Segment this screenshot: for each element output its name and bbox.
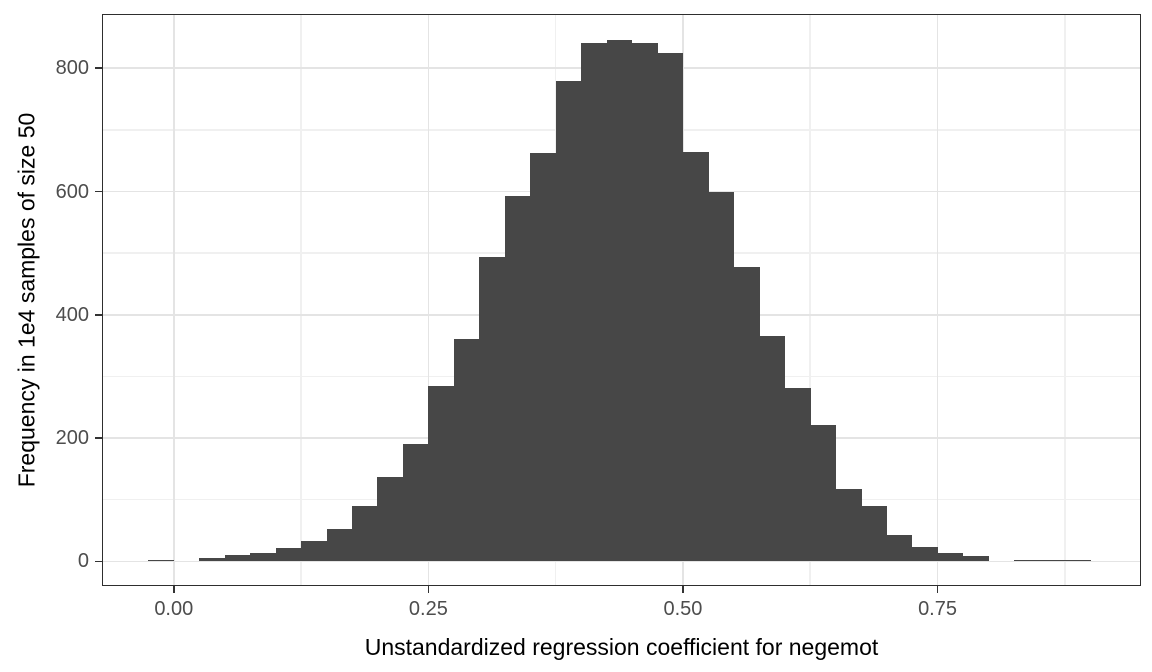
histogram-bar (606, 39, 633, 562)
histogram-bar (250, 552, 276, 562)
minor-gridline-x (300, 14, 302, 586)
histogram-bar (682, 152, 709, 562)
y-tick-label: 400 (55, 303, 89, 326)
x-axis-title: Unstandardized regression coefficient fo… (364, 634, 879, 660)
histogram-bar (148, 560, 175, 562)
histogram-bar (632, 42, 658, 562)
histogram-bar (861, 506, 887, 562)
y-tick-mark (95, 67, 102, 69)
y-tick-label: 0 (77, 550, 89, 573)
histogram-bar (555, 80, 582, 562)
y-tick-mark (95, 437, 102, 439)
histogram-bar (912, 546, 938, 562)
x-tick-label: 0.75 (918, 598, 957, 620)
y-tick-mark (95, 560, 102, 563)
histogram-bar (962, 556, 989, 562)
histogram-bar (275, 548, 302, 562)
histogram-bar (810, 424, 837, 562)
major-gridline-y (102, 560, 1141, 563)
histogram-bar (199, 558, 226, 562)
histogram-bar (301, 541, 327, 562)
y-tick-label: 600 (55, 180, 89, 203)
histogram-bar (428, 385, 455, 562)
x-tick-mark (427, 586, 430, 593)
histogram-bar (937, 553, 964, 562)
x-tick-label: 0.00 (154, 598, 194, 620)
histogram-bar (657, 53, 684, 562)
histogram-bar (377, 476, 404, 562)
x-tick-mark (173, 586, 175, 593)
y-tick-mark (95, 190, 102, 193)
minor-gridline-x (809, 14, 811, 586)
histogram-bar (453, 339, 480, 562)
histogram-bar (351, 505, 378, 562)
histogram-bar (479, 257, 506, 562)
major-gridline-x (936, 14, 939, 586)
histogram-bar (759, 336, 786, 562)
histogram-bar (326, 529, 353, 562)
histogram-bar (708, 191, 735, 562)
major-gridline-x (427, 14, 430, 586)
x-tick-label: 0.50 (663, 598, 703, 620)
histogram-bar (784, 388, 811, 562)
x-tick-mark (682, 586, 684, 593)
plot-panel (102, 14, 1141, 586)
histogram-bar (886, 534, 913, 562)
histogram-bar (504, 195, 531, 562)
histogram-bar (224, 554, 251, 562)
x-tick-mark (936, 586, 939, 593)
histogram-bar (581, 42, 607, 562)
y-tick-label: 200 (55, 427, 89, 450)
y-tick-label: 800 (55, 57, 89, 80)
x-tick-label: 0.25 (408, 598, 448, 620)
histogram-bar (835, 488, 862, 562)
histogram-bar (530, 152, 557, 562)
histogram-bar (733, 266, 760, 562)
histogram-bar (1064, 560, 1091, 562)
histogram-bar (1013, 560, 1040, 562)
histogram-bar (1039, 560, 1066, 562)
histogram-bar (402, 443, 429, 562)
minor-gridline-x (1064, 14, 1066, 586)
y-tick-mark (95, 314, 102, 316)
major-gridline-x (173, 14, 175, 586)
